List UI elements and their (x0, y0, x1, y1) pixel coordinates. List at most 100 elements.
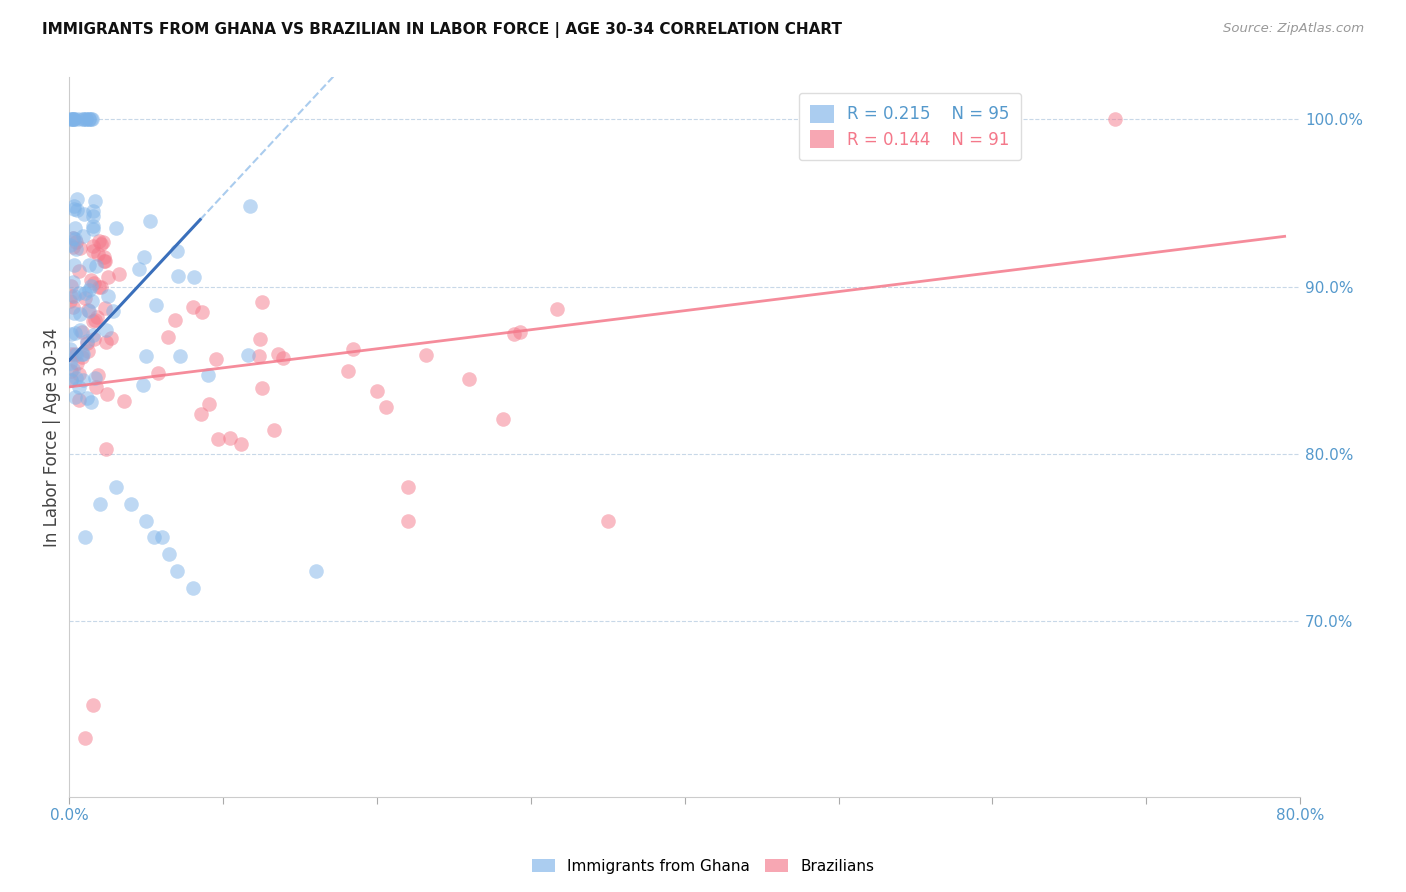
Point (120, 497, 142, 511)
Point (67, 285, 90, 300)
Point (75, 112, 97, 127)
Point (190, 407, 212, 421)
Point (59, 112, 82, 127)
Point (165, 313, 187, 327)
Point (83, 312, 105, 326)
Point (181, 581, 204, 595)
Point (73, 530, 96, 544)
Point (60, 279, 83, 293)
Point (59, 238, 82, 252)
Point (84, 194, 107, 209)
Point (82, 210, 104, 224)
Point (87, 234, 110, 248)
Point (146, 366, 169, 380)
Point (191, 305, 214, 319)
Point (366, 384, 388, 399)
Point (80, 279, 103, 293)
Point (207, 433, 229, 447)
Point (70, 347, 93, 361)
Point (65, 348, 87, 362)
Point (396, 514, 419, 528)
Point (67, 112, 90, 127)
Point (104, 480, 127, 494)
Point (59, 293, 82, 308)
Point (66, 192, 89, 206)
Point (63, 258, 86, 272)
Point (197, 368, 219, 382)
Point (80, 112, 103, 127)
Point (69, 323, 91, 337)
Point (72, 347, 94, 361)
Point (80, 273, 103, 287)
Point (135, 349, 157, 363)
Point (96, 387, 118, 401)
Point (83, 332, 105, 346)
Point (219, 431, 242, 445)
Point (97, 289, 120, 303)
Point (82, 244, 104, 258)
Point (82, 222, 104, 236)
Point (509, 325, 531, 339)
Point (82, 328, 104, 343)
Point (67, 392, 90, 407)
Point (304, 564, 326, 578)
Point (73, 207, 96, 221)
Point (249, 332, 271, 346)
Point (546, 301, 568, 316)
Point (250, 380, 273, 394)
Point (247, 349, 270, 363)
Point (239, 199, 262, 213)
Point (62, 202, 84, 216)
Point (197, 397, 219, 411)
Text: IMMIGRANTS FROM GHANA VS BRAZILIAN IN LABOR FORCE | AGE 30-34 CORRELATION CHART: IMMIGRANTS FROM GHANA VS BRAZILIAN IN LA… (42, 22, 842, 38)
Point (90, 237, 112, 252)
Point (80, 395, 103, 409)
Point (108, 267, 131, 281)
Point (62, 240, 84, 254)
Point (70, 325, 93, 339)
Point (93, 254, 115, 268)
Point (66, 356, 89, 370)
Point (59, 364, 82, 378)
Point (396, 480, 419, 494)
Point (77, 343, 100, 358)
Point (94, 254, 117, 268)
Point (183, 269, 205, 284)
Point (166, 564, 188, 578)
Point (87, 247, 110, 261)
Point (112, 394, 135, 409)
Point (75, 285, 97, 300)
Point (66, 202, 89, 217)
Point (145, 298, 167, 312)
Point (83, 276, 105, 290)
Point (100, 331, 122, 345)
Point (63, 232, 86, 246)
Point (596, 514, 619, 528)
Point (72, 350, 94, 364)
Point (458, 371, 481, 385)
Point (159, 547, 181, 561)
Point (72, 112, 94, 127)
Point (63, 326, 86, 340)
Point (156, 329, 179, 343)
Point (79, 112, 101, 127)
Point (1104, 112, 1126, 127)
Point (58, 356, 80, 370)
Point (60, 373, 83, 387)
Point (67, 380, 90, 394)
Point (77, 303, 100, 318)
Point (86, 259, 108, 273)
Point (94, 334, 117, 349)
Point (492, 411, 515, 425)
Point (65, 242, 87, 256)
Point (63, 347, 86, 361)
Point (91, 235, 114, 250)
Point (63, 306, 86, 320)
Point (96, 442, 118, 456)
Point (103, 303, 125, 318)
Y-axis label: In Labor Force | Age 30-34: In Labor Force | Age 30-34 (44, 327, 60, 547)
Point (73, 731, 96, 746)
Point (263, 424, 285, 438)
Point (271, 351, 294, 365)
Point (267, 347, 290, 361)
